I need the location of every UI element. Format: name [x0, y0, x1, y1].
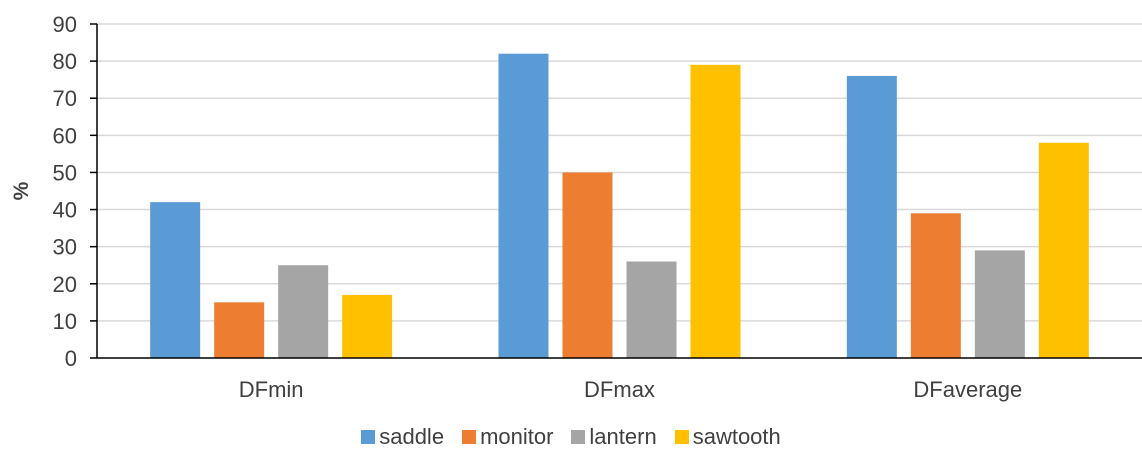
y-axis-label: % — [10, 181, 33, 200]
y-tick-label: 80 — [53, 49, 77, 74]
x-tick-label: DFmax — [584, 377, 655, 402]
y-tick-label: 0 — [65, 346, 77, 371]
legend-item-monitor: monitor — [462, 424, 553, 450]
bar-sawtooth-DFaverage — [1038, 142, 1089, 358]
bar-sawtooth-DFmin — [342, 294, 393, 358]
bar-monitor-DFaverage — [910, 213, 961, 358]
axis-labels: 0 10 20 30 40 50 60 70 80 90% DFmin DFmax DFaverage — [10, 12, 1022, 402]
legend: saddle monitor lantern sawtooth — [0, 422, 1142, 452]
axes — [90, 23, 1142, 359]
y-tick-label: 70 — [53, 86, 77, 111]
x-tick-label: DFaverage — [913, 377, 1022, 402]
legend-swatch — [571, 430, 586, 444]
y-tick-label: 40 — [53, 198, 77, 223]
gridlines — [97, 23, 1142, 322]
legend-item-sawtooth: sawtooth — [674, 424, 781, 450]
y-tick-label: 50 — [53, 160, 77, 185]
bar-monitor-DFmin — [214, 302, 265, 358]
legend-label: monitor — [480, 424, 554, 449]
legend-label: lantern — [589, 424, 657, 449]
legend-swatch — [361, 430, 376, 444]
legend-item-lantern: lantern — [571, 424, 657, 450]
bar-saddle-DFaverage — [846, 75, 897, 358]
y-tick-label: 10 — [53, 309, 77, 334]
legend-swatch — [462, 430, 477, 444]
bar-saddle-DFmin — [150, 202, 201, 358]
bars — [150, 53, 1089, 359]
legend-item-saddle: saddle — [361, 424, 444, 450]
bar-lantern-DFaverage — [974, 250, 1025, 358]
legend-swatch — [674, 430, 689, 444]
bar-sawtooth-DFmax — [690, 64, 741, 359]
y-tick-label: 60 — [53, 123, 77, 148]
bar-monitor-DFmax — [562, 172, 613, 358]
y-tick-label: 30 — [53, 235, 77, 260]
legend-label: sawtooth — [692, 424, 781, 449]
y-tick-label: 20 — [53, 272, 77, 297]
bar-saddle-DFmax — [498, 53, 549, 358]
x-tick-label: DFmin — [239, 377, 304, 402]
legend-label: saddle — [379, 424, 445, 449]
chart-svg: 0 10 20 30 40 50 60 70 80 90% DFmin DFmax DFaverage — [10, 12, 1142, 402]
bar-lantern-DFmax — [626, 261, 677, 358]
y-tick-label: 90 — [53, 12, 77, 37]
bar-lantern-DFmin — [278, 265, 329, 358]
